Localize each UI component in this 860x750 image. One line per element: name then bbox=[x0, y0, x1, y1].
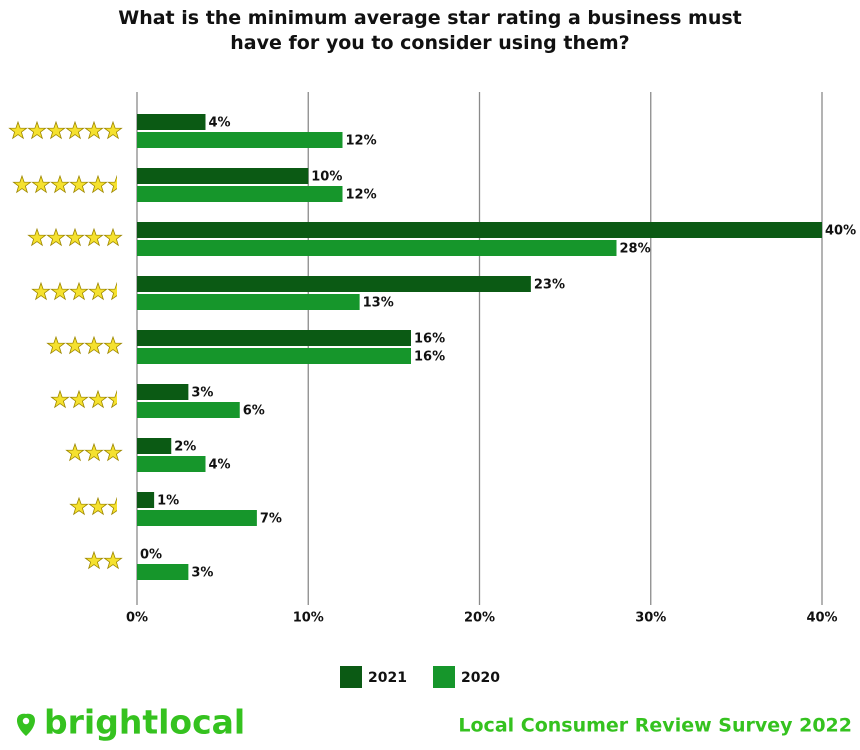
data-label: 10% bbox=[311, 170, 342, 185]
data-label: 13% bbox=[363, 296, 394, 311]
bar bbox=[137, 276, 531, 292]
bar bbox=[137, 240, 617, 256]
x-tick-label: 10% bbox=[293, 611, 324, 626]
bar bbox=[137, 492, 155, 508]
data-label: 1% bbox=[157, 494, 179, 509]
data-label: 4% bbox=[209, 116, 231, 131]
x-tick-label: 40% bbox=[806, 611, 837, 626]
bar bbox=[137, 402, 240, 418]
bar bbox=[137, 114, 206, 130]
legend-swatch bbox=[340, 666, 362, 688]
x-tick-label: 20% bbox=[464, 611, 495, 626]
data-label: 6% bbox=[243, 404, 265, 419]
bar bbox=[137, 456, 206, 472]
bar bbox=[137, 186, 343, 202]
data-label: 16% bbox=[414, 350, 445, 365]
brand: brightlocal bbox=[44, 703, 245, 742]
data-label: 2% bbox=[174, 440, 196, 455]
bar bbox=[137, 510, 257, 526]
data-label: 7% bbox=[260, 512, 282, 527]
data-label: 0% bbox=[140, 548, 162, 563]
data-label: 40% bbox=[825, 224, 856, 239]
data-label: 3% bbox=[191, 386, 213, 401]
data-label: 12% bbox=[346, 188, 377, 203]
data-label: 3% bbox=[191, 566, 213, 581]
legend-label: 2021 bbox=[368, 670, 407, 686]
bar bbox=[137, 168, 309, 184]
chart-title: What is the minimum average star rating … bbox=[118, 7, 742, 54]
x-tick-label: 30% bbox=[635, 611, 666, 626]
survey-name: Local Consumer Review Survey 2022 bbox=[458, 715, 852, 737]
bar bbox=[137, 438, 172, 454]
bar bbox=[137, 384, 189, 400]
bar bbox=[137, 222, 822, 238]
bar bbox=[137, 132, 343, 148]
bar bbox=[137, 330, 411, 346]
x-tick-label: 0% bbox=[126, 611, 148, 626]
data-label: 23% bbox=[534, 278, 565, 293]
brand-logo bbox=[17, 713, 35, 736]
data-label: 28% bbox=[620, 242, 651, 257]
legend-swatch bbox=[433, 666, 455, 688]
legend-label: 2020 bbox=[461, 670, 500, 686]
bar bbox=[137, 348, 411, 364]
star-icons bbox=[8, 121, 123, 569]
bar bbox=[137, 564, 189, 580]
data-label: 16% bbox=[414, 332, 445, 347]
bar bbox=[137, 294, 360, 310]
data-label: 12% bbox=[346, 134, 377, 149]
data-label: 4% bbox=[209, 458, 231, 473]
